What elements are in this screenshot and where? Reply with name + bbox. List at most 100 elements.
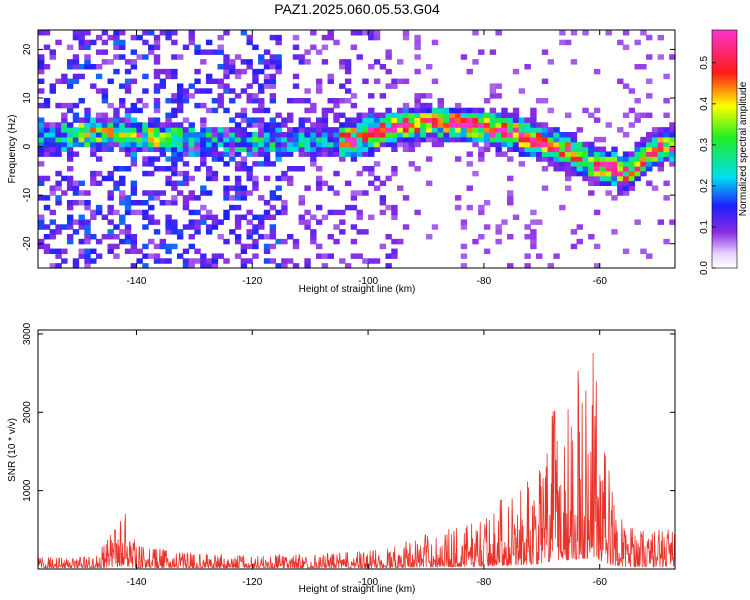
heatmap-cell [269,132,277,138]
heatmap-cell [188,34,195,41]
heatmap-cell [524,136,531,143]
heatmap-cell [391,136,398,143]
heatmap-cell [55,180,62,187]
heatmap-cell [136,136,143,143]
heatmap-cell [55,136,62,143]
heatmap-cell [489,136,497,143]
heatmap-cell [223,59,230,65]
heatmap-cell [628,161,636,167]
heatmap-cell [373,30,381,36]
heatmap-cell [275,127,282,133]
heatmap-cell [43,122,51,128]
heatmap-cell [246,258,253,264]
heatmap-cell [454,195,462,201]
heatmap-cell [292,238,300,245]
heatmap-cell [113,117,120,123]
heatmap-cell [292,263,300,269]
heatmap-cell [368,136,375,143]
heatmap-cell [66,175,74,182]
heatmap-cell [512,122,520,128]
colorbar-tick-label: 0.5 [699,55,710,69]
heatmap-cell [599,136,607,143]
heatmap-cell [564,136,572,143]
heatmap-cell [379,132,387,138]
heatmap-cell [223,83,230,89]
heatmap-cell [200,253,207,259]
heatmap-cell [287,258,294,264]
heatmap-cell [171,156,178,162]
heatmap-cell [472,141,479,148]
heatmap-cell [599,146,607,153]
heatmap-cell [622,166,630,172]
heatmap-cell [171,224,178,230]
heatmap-cell [38,54,45,60]
snr-x-tick-label: -100 [358,577,378,588]
heatmap-cell [101,122,109,128]
heatmap-cell [217,49,224,55]
heatmap-cell [95,180,103,187]
heatmap-cell [593,170,601,177]
heatmap-cell [107,59,114,65]
heatmap-cell [541,185,549,191]
heatmap-cell [188,234,195,240]
heatmap-cell [124,78,132,85]
heatmap-cell [136,209,143,216]
heatmap-cell [66,156,74,162]
heatmap-cell [495,117,502,123]
heatmap-cell [229,185,236,191]
heatmap-cell [651,156,659,162]
heatmap-cell [628,151,636,157]
heatmap-cell [165,214,172,221]
heatmap-cell [269,190,277,196]
heatmap-cell [61,190,68,196]
heatmap-cell [240,141,248,148]
heatmap-cell [246,98,253,104]
heatmap-cell [536,127,543,133]
heatmap-cell [148,253,155,259]
heatmap-cell [107,132,114,138]
heatmap-cell [634,175,641,182]
heatmap-cell [593,136,601,143]
heatmap-cell [142,146,149,153]
heatmap-cell [119,214,126,221]
heatmap-cell [188,190,195,196]
heatmap-cell [188,146,195,153]
heatmap-cell [223,146,230,153]
heatmap-cell [315,180,323,187]
heatmap-cell [200,127,207,133]
heatmap-cell [165,258,172,264]
heatmap-cell [269,98,277,104]
heatmap-cell [501,117,508,123]
heatmap-cell [350,136,358,143]
heatmap-cell [234,219,242,225]
heatmap-cell [414,117,421,123]
heatmap-cell [466,161,473,167]
heatmap-cell [159,136,166,143]
heatmap-cell [495,132,502,138]
heatmap-cell [119,195,126,201]
heatmap-cell [153,107,161,114]
heatmap-cell [101,175,109,182]
heatmap-cell [622,151,630,157]
heatmap-cell [95,170,103,177]
heatmap-cell [130,132,138,138]
heatmap-cell [356,117,363,123]
heatmap-cell [153,68,161,75]
heatmap-cell [501,112,508,119]
heatmap-cell [460,54,468,60]
heatmap-cell [622,112,630,119]
heatmap-cell [454,102,462,109]
heatmap-cell [78,30,85,36]
heatmap-cell [536,219,543,225]
heatmap-cell [368,141,375,148]
heatmap-cell [339,141,346,148]
heatmap-cell [148,214,155,221]
heatmap-cell [38,214,45,221]
heatmap-cell [478,132,485,138]
heatmap-cell [663,156,670,162]
heatmap-cell [339,151,346,157]
heatmap-cell [223,214,230,221]
heatmap-cell [507,122,514,128]
heatmap-cell [72,34,80,41]
heatmap-cell [38,88,45,94]
